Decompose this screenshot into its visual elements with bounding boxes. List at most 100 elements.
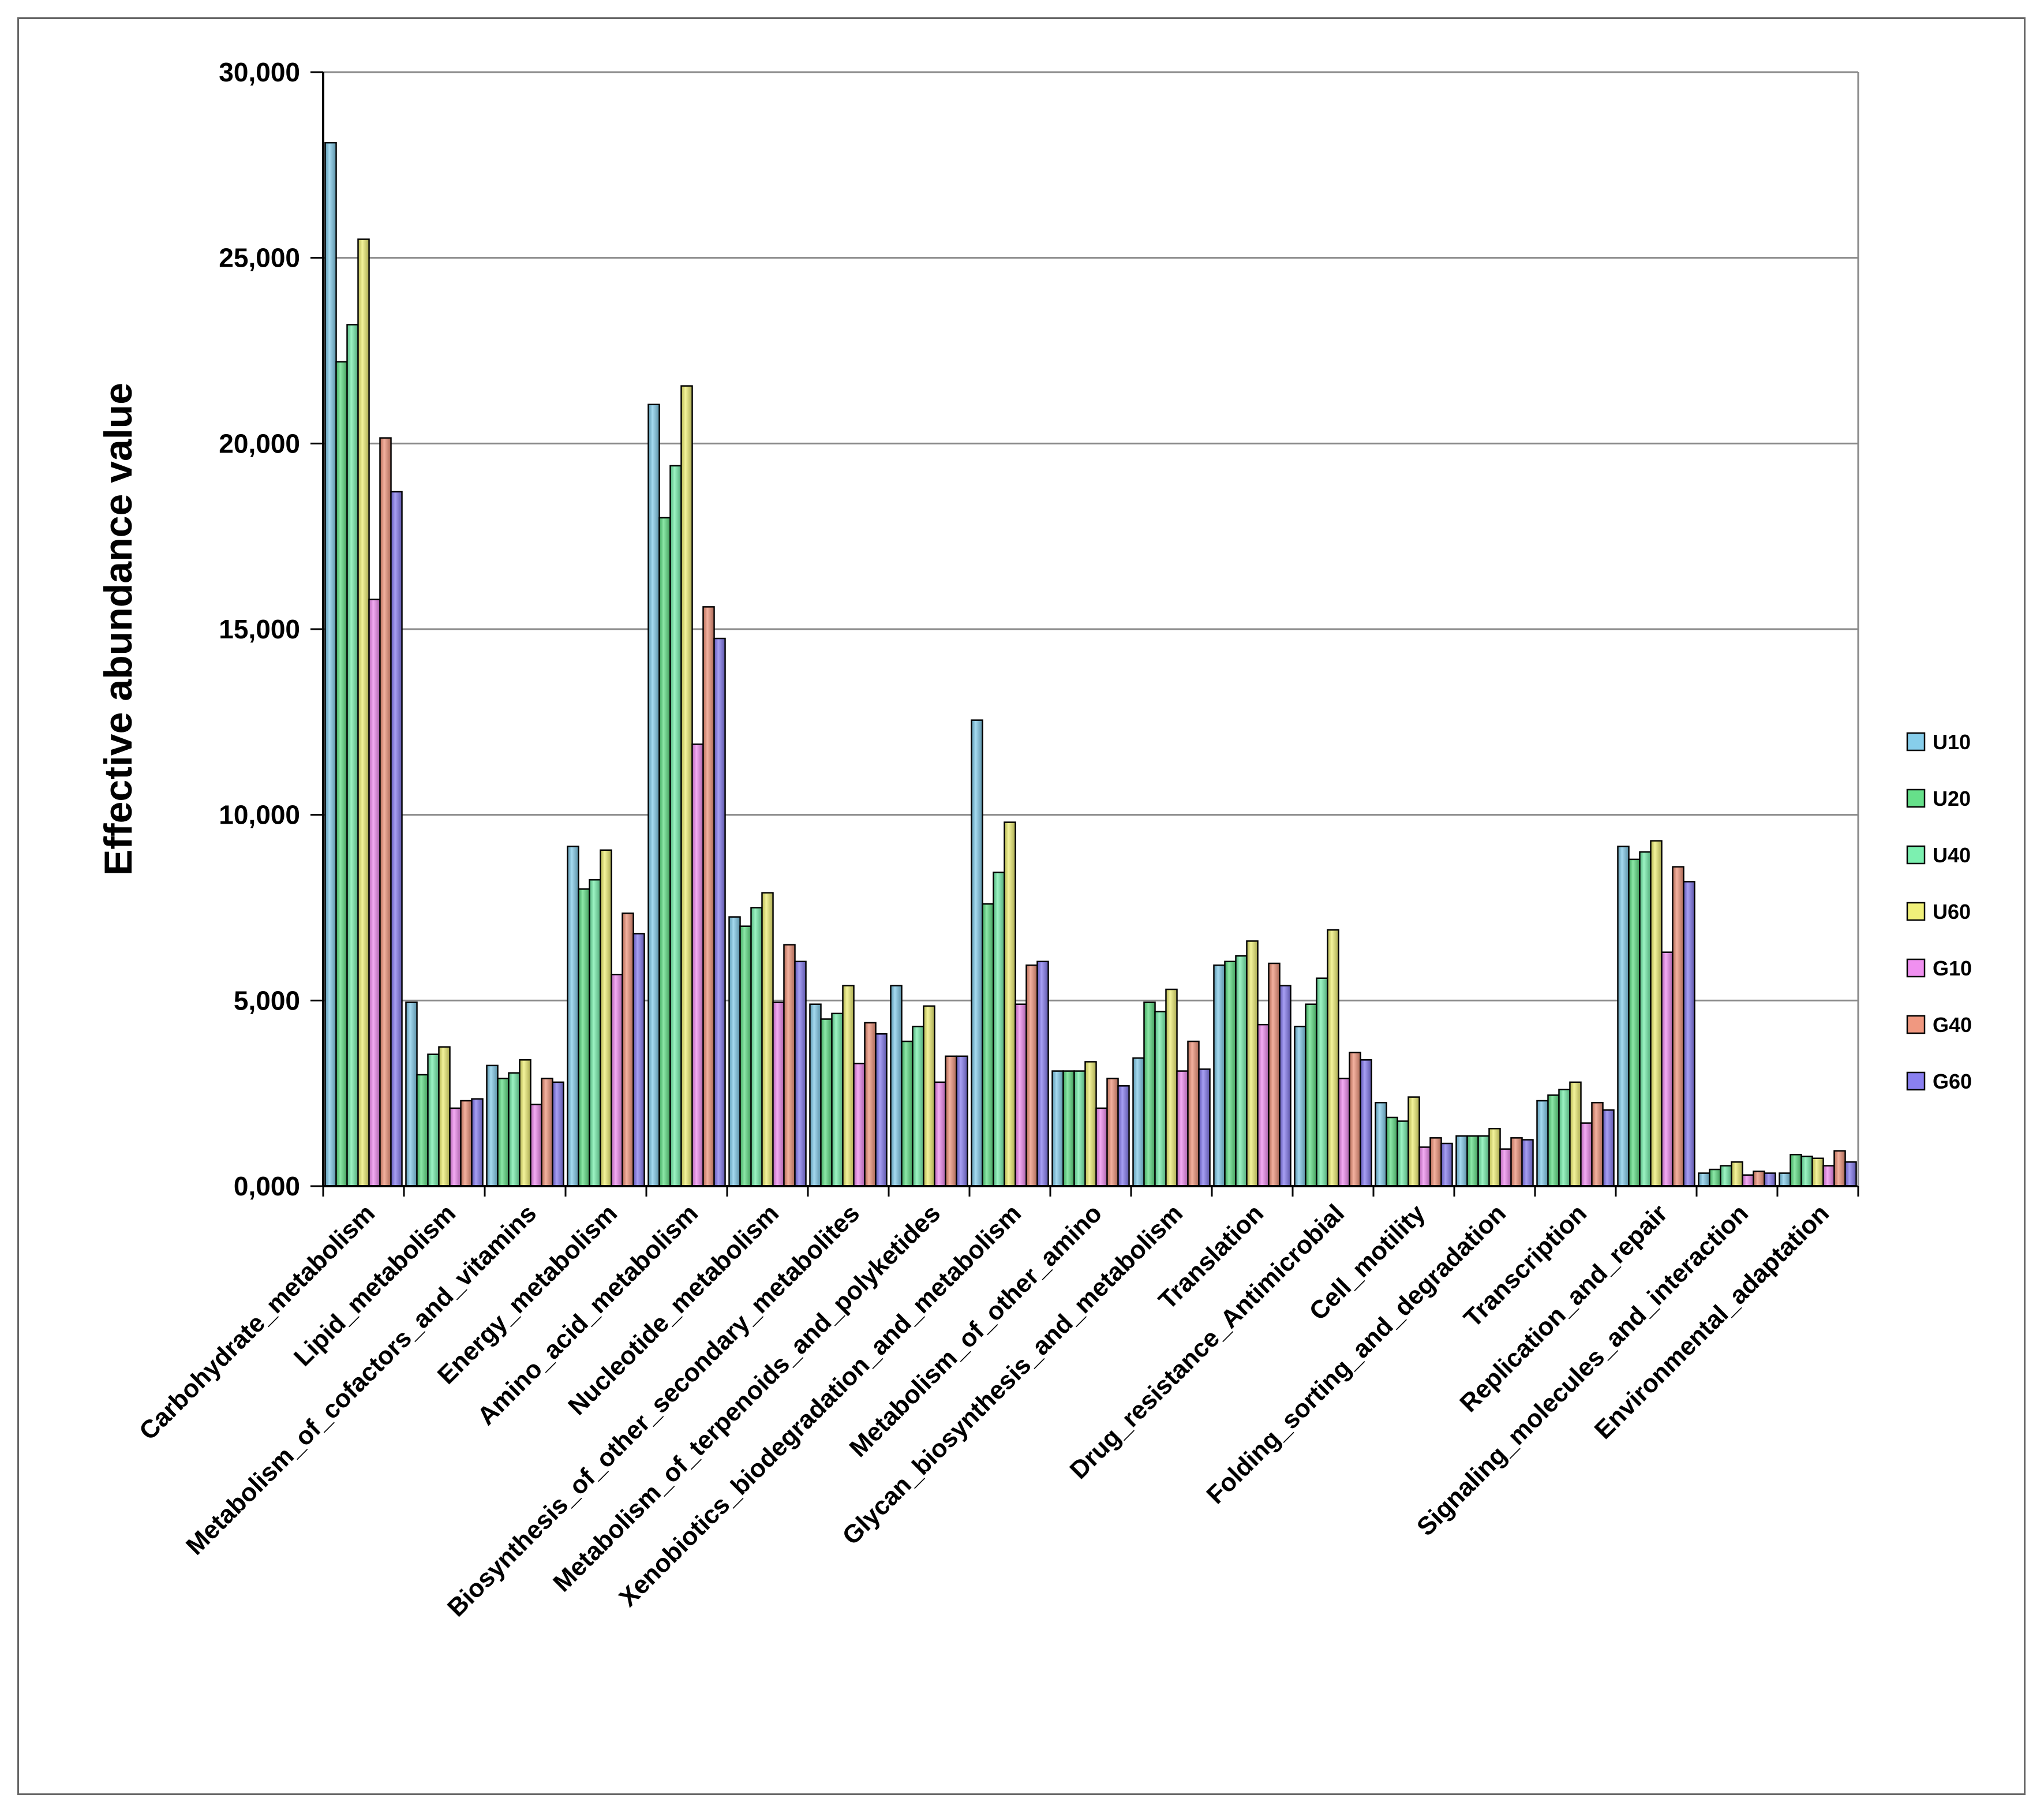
bar-shading	[542, 1079, 552, 1186]
legend-swatch	[1906, 902, 1926, 921]
bar-shading	[499, 1079, 508, 1186]
bar-group	[647, 385, 726, 1187]
bar-shading	[381, 439, 390, 1186]
legend-item: U60	[1906, 900, 1971, 924]
legend-swatch	[1906, 1015, 1926, 1034]
y-tick-label: 20,000	[219, 428, 300, 458]
bar-shading	[510, 1074, 519, 1186]
bar-shading	[531, 1105, 541, 1186]
bar-shading	[1097, 1109, 1106, 1186]
bar-shading	[877, 1034, 886, 1186]
bar-shading	[1571, 1083, 1580, 1186]
bar-shading	[1630, 860, 1639, 1186]
bar-shading	[1145, 1003, 1154, 1186]
bar-shading	[1523, 1141, 1532, 1186]
bars	[324, 141, 1857, 1187]
bar-shading	[612, 975, 622, 1186]
bar-shading	[957, 1057, 967, 1186]
bar-shading	[1442, 1144, 1451, 1186]
bar-shading	[924, 1007, 934, 1186]
legend-label: U60	[1933, 900, 1971, 924]
bar-shading	[337, 362, 346, 1186]
bar-shading	[473, 1100, 482, 1186]
legend: U10 U20 U40 U60 G10 G40 G60	[1906, 730, 1972, 1093]
bar-shading	[1328, 930, 1338, 1186]
bar-shading	[1306, 1005, 1316, 1186]
bar-shading	[1053, 1072, 1062, 1186]
bar-shading	[796, 962, 805, 1186]
bar-shading	[429, 1055, 438, 1186]
bar-shading	[1538, 1101, 1547, 1186]
bar-shading	[1376, 1103, 1386, 1186]
legend-item: U10	[1906, 730, 1971, 754]
bar-shading	[1350, 1053, 1360, 1186]
bar-shading	[1791, 1155, 1800, 1186]
bar-shading	[1317, 979, 1327, 1186]
bar-group	[324, 141, 403, 1187]
legend-item: U40	[1906, 843, 1971, 867]
bar-group	[567, 846, 645, 1187]
bar-shading	[1560, 1090, 1569, 1186]
bar-shading	[1296, 1027, 1305, 1186]
bar-shading	[1409, 1098, 1418, 1186]
bar-shading	[649, 405, 658, 1186]
legend-item: G60	[1906, 1070, 1972, 1093]
bar-shading	[660, 518, 669, 1186]
bar-shading	[1780, 1173, 1790, 1186]
bar-shading	[407, 1003, 416, 1186]
legend-swatch	[1906, 1071, 1926, 1091]
bar-shading	[1270, 964, 1279, 1186]
x-tick-label: Metabolism_of_terpenoids_and_polyketides	[548, 1199, 946, 1597]
x-axis-labels: Carbohydrate_metabolismLipid_metabolismM…	[134, 1199, 1835, 1623]
bar-shading	[1005, 823, 1014, 1186]
bar-shading	[348, 325, 357, 1186]
bar-group	[405, 1001, 484, 1187]
bar-shading	[634, 934, 643, 1186]
bar-group	[1375, 1096, 1453, 1187]
bar-shading	[623, 914, 632, 1186]
bar-group	[1536, 1081, 1615, 1187]
gridlines	[323, 71, 1858, 1001]
bar-shading	[1743, 1176, 1753, 1186]
bar-shading	[1479, 1137, 1488, 1186]
bar-shading	[1549, 1096, 1558, 1186]
bar-shading	[844, 986, 853, 1186]
bar-shading	[855, 1064, 864, 1186]
bar-shading	[1075, 1072, 1084, 1186]
legend-label: G10	[1933, 956, 1972, 980]
bar-group	[1051, 1061, 1130, 1187]
bar-shading	[1215, 966, 1224, 1186]
bar-shading	[994, 873, 1004, 1186]
bar-shading	[671, 466, 680, 1186]
y-tick-label: 25,000	[219, 243, 300, 273]
bar-shading	[972, 721, 982, 1186]
bar-shading	[1016, 1005, 1025, 1186]
bar-shading	[462, 1101, 471, 1186]
bar-shading	[1721, 1167, 1731, 1186]
bar-shading	[553, 1083, 563, 1186]
bar-shading	[785, 945, 794, 1186]
bar-shading	[983, 904, 993, 1186]
bar-shading	[752, 909, 761, 1186]
bar-shading	[1387, 1118, 1397, 1186]
bar-shading	[579, 889, 589, 1186]
bar-shading	[1167, 990, 1176, 1186]
bar-shading	[833, 1014, 842, 1186]
y-tick-label: 5,000	[234, 985, 300, 1015]
bar-group	[890, 985, 968, 1187]
bar-shading	[1398, 1122, 1407, 1186]
legend-label: G60	[1933, 1070, 1972, 1093]
bar-group	[1698, 1161, 1776, 1187]
bar-shading	[418, 1075, 427, 1186]
bar-shading	[1431, 1138, 1440, 1186]
legend-swatch	[1906, 732, 1926, 752]
bar-shading	[568, 847, 578, 1186]
legend-label: U40	[1933, 843, 1971, 867]
bar-shading	[1259, 1025, 1268, 1186]
bar-group	[971, 719, 1049, 1187]
bar-shading	[892, 986, 901, 1186]
bar-shading	[1732, 1162, 1742, 1186]
bar-shading	[1361, 1060, 1371, 1186]
bar-shading	[1663, 953, 1672, 1186]
bar-shading	[693, 745, 702, 1186]
